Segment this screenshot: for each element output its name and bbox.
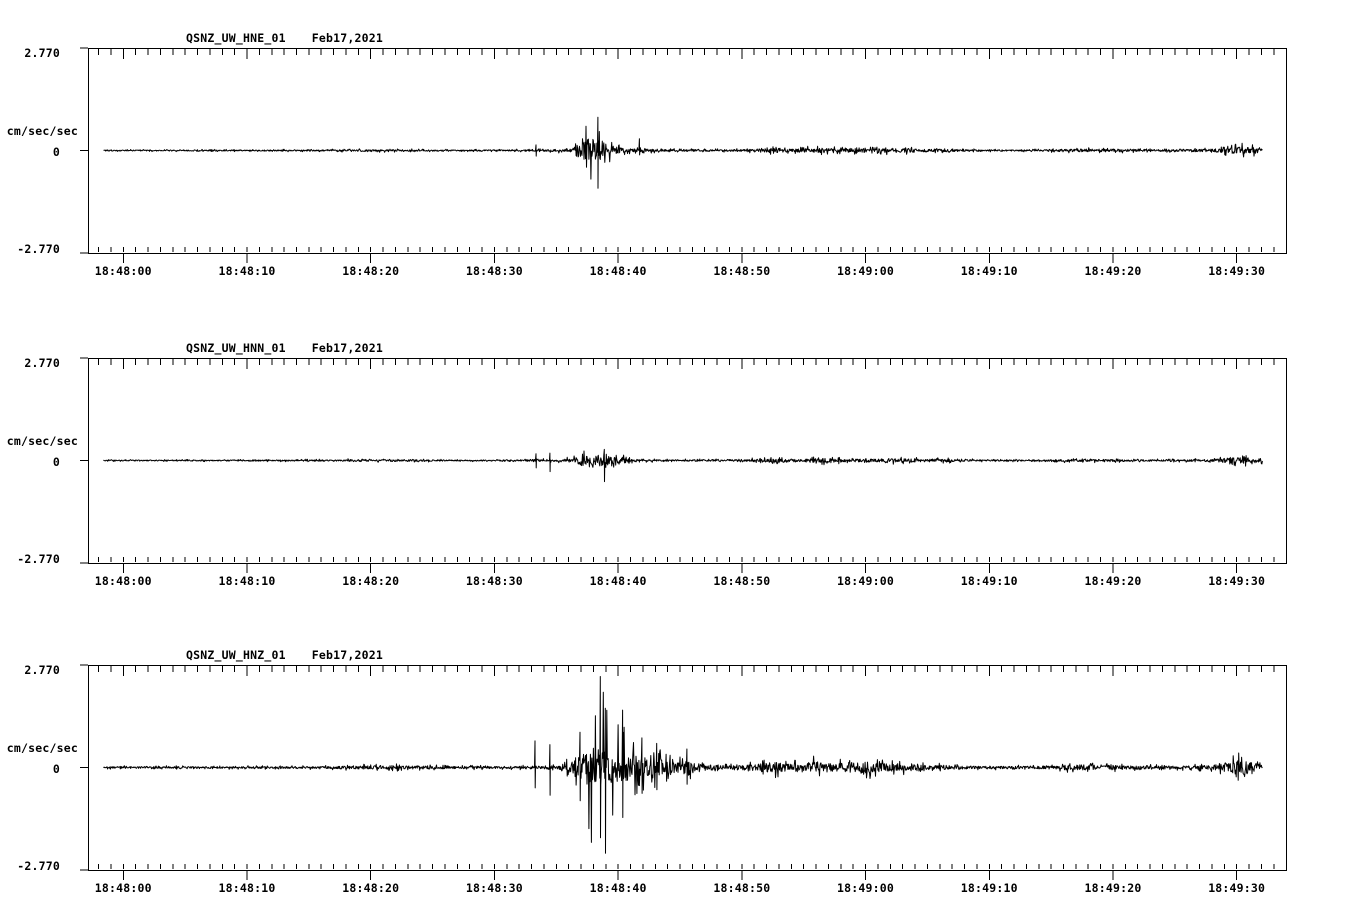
x-tick-label: 18:48:30 (465, 881, 523, 895)
y-axis-units: cm/sec/sec (6, 434, 78, 448)
y-tick-marks (80, 47, 88, 254)
x-tick-label: 18:48:50 (713, 264, 771, 278)
waveform-plot (80, 47, 1287, 263)
x-tick-marks (98, 359, 1275, 573)
x-tick-label: 18:48:20 (342, 881, 400, 895)
y-max-label: 2.770 (24, 356, 60, 370)
date-label: Feb17,2021 (311, 31, 383, 45)
x-tick-label: 18:49:20 (1084, 574, 1142, 588)
waveform-plot (80, 664, 1287, 880)
x-tick-marks (98, 49, 1275, 263)
x-tick-label: 18:48:00 (94, 264, 152, 278)
x-tick-label: 18:48:10 (218, 881, 276, 895)
plot-border (88, 48, 1287, 254)
panel-title: QSNZ_UW_HNE_01 Feb17,2021 (186, 31, 383, 45)
x-tick-label: 18:48:00 (94, 574, 152, 588)
x-tick-label: 18:49:30 (1208, 881, 1266, 895)
x-tick-label: 18:48:30 (465, 574, 523, 588)
x-tick-label: 18:49:00 (837, 881, 895, 895)
x-tick-marks (98, 666, 1275, 880)
panel-title: QSNZ_UW_HNN_01 Feb17,2021 (186, 341, 383, 355)
waveform-trace (103, 116, 1263, 189)
y-min-label: -2.770 (17, 859, 60, 873)
waveform-plot (80, 357, 1287, 573)
y-zero-label: 0 (52, 145, 60, 159)
x-tick-label: 18:48:10 (218, 574, 276, 588)
plot-border (88, 665, 1287, 871)
x-tick-label: 18:48:40 (589, 264, 647, 278)
x-tick-label: 18:48:00 (94, 881, 152, 895)
waveform-trace (103, 676, 1263, 854)
y-max-label: 2.770 (24, 46, 60, 60)
station-id: QSNZ_UW_HNZ_01 (186, 648, 286, 662)
y-zero-label: 0 (52, 455, 60, 469)
x-tick-label: 18:49:10 (960, 574, 1018, 588)
x-tick-label: 18:49:20 (1084, 881, 1142, 895)
y-axis-units: cm/sec/sec (6, 124, 78, 138)
x-tick-label: 18:48:40 (589, 881, 647, 895)
date-label: Feb17,2021 (311, 648, 383, 662)
x-tick-label: 18:49:00 (837, 574, 895, 588)
y-tick-marks (80, 357, 88, 564)
date-label: Feb17,2021 (311, 341, 383, 355)
x-tick-label: 18:49:30 (1208, 574, 1266, 588)
x-tick-label: 18:49:30 (1208, 264, 1266, 278)
x-tick-label: 18:49:00 (837, 264, 895, 278)
x-tick-label: 18:48:10 (218, 264, 276, 278)
x-tick-label: 18:48:30 (465, 264, 523, 278)
x-tick-label: 18:49:10 (960, 264, 1018, 278)
y-tick-marks (80, 664, 88, 871)
x-tick-label: 18:48:50 (713, 574, 771, 588)
y-axis-units: cm/sec/sec (6, 741, 78, 755)
waveform-trace (103, 448, 1263, 483)
x-tick-label: 18:48:40 (589, 574, 647, 588)
y-min-label: -2.770 (17, 552, 60, 566)
x-tick-label: 18:48:50 (713, 881, 771, 895)
station-id: QSNZ_UW_HNN_01 (186, 341, 286, 355)
x-tick-label: 18:48:20 (342, 574, 400, 588)
y-zero-label: 0 (52, 762, 60, 776)
x-tick-label: 18:49:10 (960, 881, 1018, 895)
panel-title: QSNZ_UW_HNZ_01 Feb17,2021 (186, 648, 383, 662)
y-max-label: 2.770 (24, 663, 60, 677)
x-tick-label: 18:48:20 (342, 264, 400, 278)
y-min-label: -2.770 (17, 242, 60, 256)
x-tick-label: 18:49:20 (1084, 264, 1142, 278)
station-id: QSNZ_UW_HNE_01 (186, 31, 286, 45)
plot-border (88, 358, 1287, 564)
